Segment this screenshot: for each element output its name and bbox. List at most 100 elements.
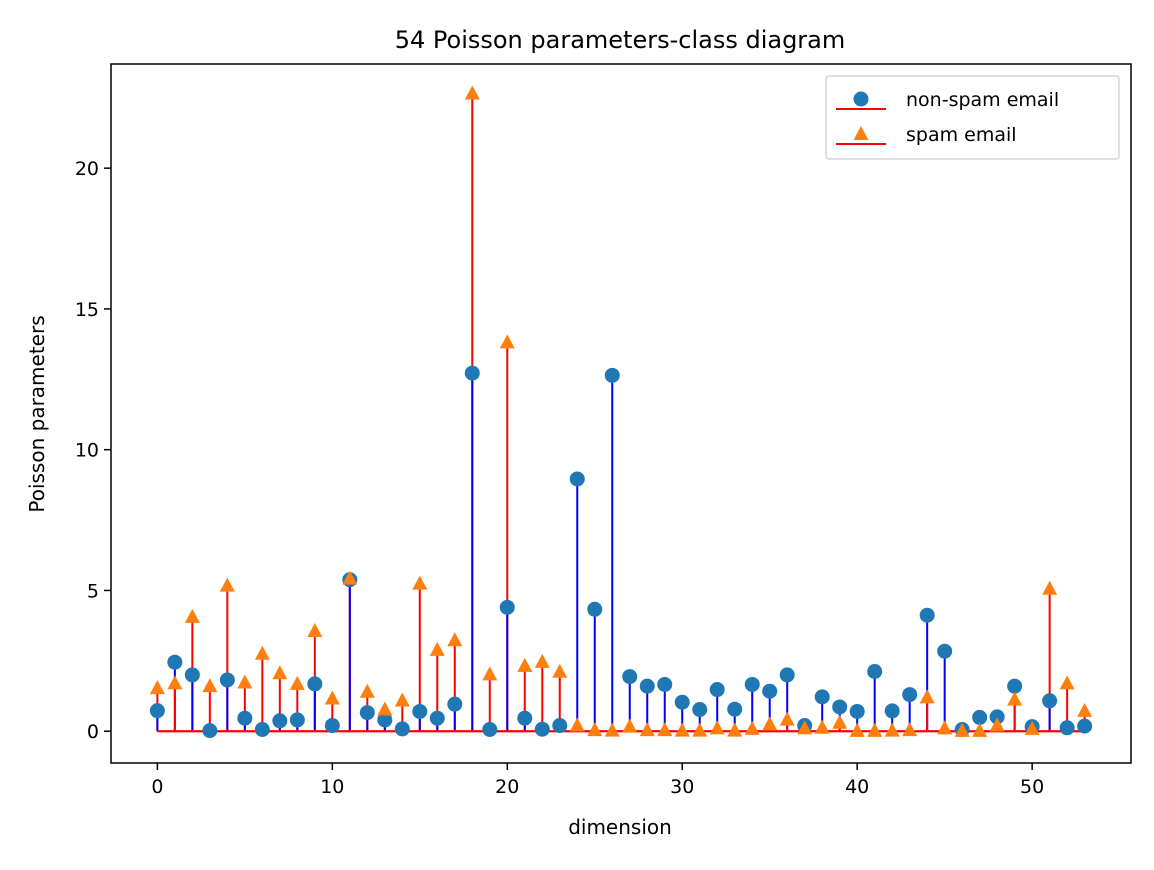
x-tick-label: 30: [670, 776, 694, 798]
point-nonspam: [744, 676, 760, 692]
point-nonspam: [534, 721, 550, 737]
point-nonspam: [849, 703, 865, 719]
y-axis-label: Poisson parameters: [25, 315, 49, 512]
point-spam: [1059, 675, 1075, 690]
point-nonspam: [902, 687, 918, 703]
point-spam: [412, 575, 428, 590]
y-tick-label: 15: [75, 299, 99, 321]
y-tick-label: 10: [75, 440, 99, 462]
point-nonspam: [587, 601, 603, 617]
point-spam: [902, 722, 918, 737]
x-tick-label: 0: [151, 776, 163, 798]
point-nonspam: [884, 703, 900, 719]
point-spam: [587, 722, 603, 737]
point-nonspam: [202, 723, 218, 739]
point-spam: [622, 718, 638, 733]
point-nonspam: [447, 696, 463, 712]
point-spam: [499, 334, 515, 349]
point-spam: [534, 653, 550, 668]
point-nonspam: [674, 694, 690, 710]
point-spam: [744, 720, 760, 735]
legend-marker-nonspam: [853, 91, 869, 107]
point-nonspam: [359, 705, 375, 721]
point-spam: [517, 657, 533, 672]
point-spam: [674, 722, 690, 737]
x-axis-label: dimension: [568, 815, 672, 839]
point-spam: [1007, 691, 1023, 706]
point-spam: [237, 674, 253, 689]
point-nonspam: [237, 710, 253, 726]
point-spam: [324, 690, 340, 705]
point-nonspam: [1059, 720, 1075, 736]
point-nonspam: [709, 682, 725, 698]
point-nonspam: [394, 721, 410, 737]
point-nonspam: [1042, 693, 1058, 709]
plot-area: 0 10 20 30 40 50 0 5 10 15 20: [75, 63, 1132, 798]
point-nonspam: [377, 712, 393, 728]
point-nonspam: [499, 599, 515, 615]
point-spam: [832, 714, 848, 729]
y-tick-label: 5: [87, 580, 99, 602]
point-spam: [762, 716, 778, 731]
point-spam: [394, 692, 410, 707]
point-nonspam: [919, 607, 935, 623]
point-spam: [359, 683, 375, 698]
point-spam: [884, 722, 900, 737]
point-spam: [937, 720, 953, 735]
point-nonspam: [989, 709, 1005, 725]
point-spam: [604, 722, 620, 737]
point-spam: [779, 711, 795, 726]
point-nonspam: [429, 710, 445, 726]
point-nonspam: [552, 718, 568, 734]
point-spam: [569, 717, 585, 732]
point-nonspam: [569, 471, 585, 487]
point-spam: [814, 719, 830, 734]
point-nonspam: [272, 713, 288, 729]
point-nonspam: [1077, 718, 1093, 734]
x-tick-label: 20: [495, 776, 519, 798]
point-spam: [797, 720, 813, 735]
legend-label-spam: spam email: [906, 124, 1017, 146]
point-spam: [657, 722, 673, 737]
point-spam: [849, 722, 865, 737]
point-spam: [184, 608, 200, 623]
point-nonspam: [254, 721, 270, 737]
point-nonspam: [727, 701, 743, 717]
point-spam: [919, 689, 935, 704]
point-spam: [1042, 580, 1058, 595]
point-spam: [464, 85, 480, 100]
point-nonspam: [517, 710, 533, 726]
point-spam: [989, 717, 1005, 732]
point-spam: [377, 701, 393, 716]
point-spam: [219, 577, 235, 592]
point-nonspam: [324, 718, 340, 734]
point-spam: [289, 675, 305, 690]
legend-box: [825, 75, 1120, 160]
point-nonspam: [762, 683, 778, 699]
point-spam: [429, 641, 445, 656]
point-spam: [972, 722, 988, 737]
point-spam: [149, 680, 165, 695]
legend-label-nonspam: non-spam email: [906, 89, 1059, 111]
point-nonspam: [639, 678, 655, 694]
point-nonspam: [184, 667, 200, 683]
point-nonspam: [482, 721, 498, 737]
point-nonspam: [604, 367, 620, 383]
point-spam: [342, 570, 358, 585]
legend: non-spam email spam email: [825, 75, 1120, 160]
point-nonspam: [814, 689, 830, 705]
point-spam: [254, 645, 270, 660]
point-spam: [1077, 702, 1093, 717]
y-tick-label: 20: [75, 158, 99, 180]
x-tick-label: 10: [320, 776, 344, 798]
x-tick-label: 40: [845, 776, 869, 798]
point-spam: [1024, 720, 1040, 735]
point-nonspam: [464, 365, 480, 381]
x-tick-label: 50: [1020, 776, 1044, 798]
point-nonspam: [657, 676, 673, 692]
point-spam: [954, 722, 970, 737]
point-nonspam: [1007, 678, 1023, 694]
point-spam: [167, 675, 183, 690]
point-spam: [552, 663, 568, 678]
